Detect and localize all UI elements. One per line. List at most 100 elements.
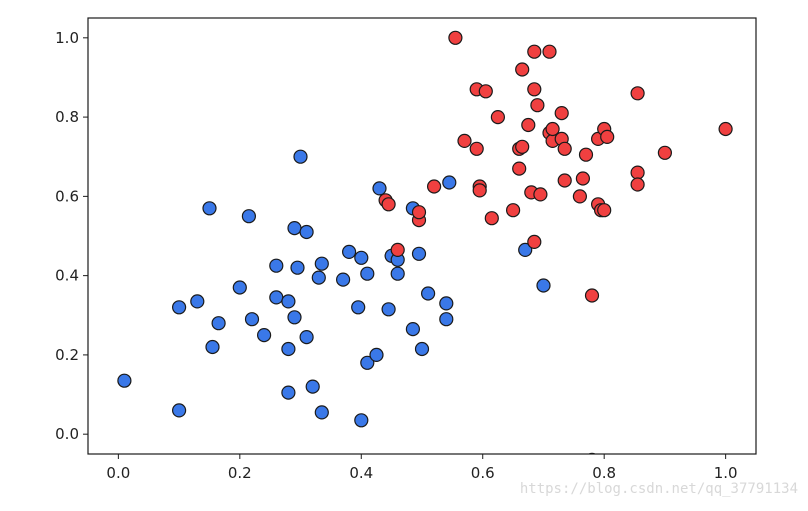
y-tick-label: 0.2 — [55, 346, 79, 364]
data-point — [527, 234, 542, 249]
data-point — [293, 149, 308, 164]
data-point — [630, 86, 645, 101]
data-point — [469, 141, 484, 156]
data-point — [299, 224, 314, 240]
data-point — [600, 129, 615, 144]
data-point — [369, 347, 384, 362]
y-tick-label: 0.6 — [55, 187, 79, 205]
data-point — [439, 296, 454, 311]
data-point — [515, 62, 530, 77]
x-tick-label: 1.0 — [714, 464, 738, 482]
data-point — [360, 355, 375, 370]
y-tick-label: 0.0 — [55, 425, 79, 443]
x-tick-label: 0.8 — [592, 464, 616, 482]
data-point — [554, 105, 569, 121]
x-axis: 0.0 0.2 0.4 0.6 0.8 1.0 — [106, 454, 738, 482]
data-point — [257, 328, 272, 343]
data-point — [241, 209, 256, 224]
data-point — [172, 300, 187, 315]
data-point — [527, 82, 542, 97]
y-axis: 0.0 0.2 0.4 0.6 0.8 1.0 — [55, 29, 88, 443]
data-point — [572, 189, 588, 204]
data-point — [411, 246, 427, 261]
data-point — [536, 278, 551, 293]
data-point — [336, 272, 351, 287]
data-point — [478, 84, 493, 99]
data-point — [172, 403, 187, 418]
data-point — [512, 161, 527, 176]
data-point — [290, 260, 305, 275]
data-point — [421, 286, 436, 301]
data-point — [718, 121, 733, 137]
data-point — [484, 211, 499, 226]
data-point — [597, 203, 612, 218]
data-point — [584, 288, 600, 303]
data-point — [244, 312, 260, 327]
data-point — [630, 177, 645, 192]
data-point — [442, 175, 457, 190]
data-point — [439, 312, 454, 327]
data-point — [515, 139, 530, 154]
data-point — [557, 173, 572, 188]
data-point — [269, 258, 284, 273]
y-tick-label: 1.0 — [55, 29, 79, 47]
data-point — [305, 379, 320, 394]
data-point — [390, 266, 405, 281]
data-point — [405, 322, 420, 337]
data-points — [117, 30, 733, 454]
data-point — [287, 310, 302, 325]
x-tick-label: 0.2 — [228, 464, 252, 482]
data-point — [542, 44, 557, 59]
data-point — [205, 339, 220, 355]
data-point — [281, 341, 296, 357]
data-point — [545, 121, 560, 137]
data-point — [351, 300, 366, 315]
y-tick-label: 0.4 — [55, 267, 79, 285]
data-point — [360, 266, 375, 281]
data-point — [232, 280, 247, 295]
data-point — [557, 141, 572, 156]
data-point — [314, 256, 329, 271]
data-point — [427, 179, 442, 194]
data-point — [354, 250, 369, 265]
watermark-text: https://blog.csdn.net/qq_37791134 — [519, 481, 798, 497]
data-point — [381, 302, 396, 317]
data-point — [211, 316, 226, 331]
data-point — [578, 147, 594, 162]
data-point — [490, 109, 505, 125]
data-point — [521, 117, 536, 133]
data-point — [414, 341, 430, 357]
data-point — [314, 405, 329, 420]
y-tick-label: 0.8 — [55, 108, 79, 126]
data-point — [457, 133, 472, 148]
data-point — [527, 44, 542, 59]
data-point — [505, 203, 521, 218]
data-point — [530, 98, 545, 113]
data-point — [190, 294, 205, 309]
data-point — [372, 181, 387, 196]
data-point — [342, 244, 357, 259]
data-point — [311, 270, 326, 285]
plot-frame — [87, 17, 757, 455]
x-tick-label: 0.0 — [106, 464, 130, 482]
data-point — [448, 30, 463, 45]
x-tick-label: 0.4 — [349, 464, 373, 482]
x-tick-label: 0.6 — [471, 464, 495, 482]
data-point — [281, 294, 296, 309]
data-point — [533, 187, 548, 202]
data-point — [269, 290, 284, 305]
data-point — [202, 201, 217, 216]
data-point — [299, 330, 314, 345]
data-point — [411, 205, 427, 220]
data-point — [381, 197, 396, 212]
data-point — [472, 183, 487, 198]
data-point — [281, 385, 296, 400]
data-point — [117, 373, 132, 388]
data-point — [657, 145, 673, 160]
data-point — [630, 165, 645, 180]
data-point — [575, 171, 591, 186]
data-point — [390, 242, 405, 257]
data-point — [287, 221, 302, 236]
data-point — [518, 242, 533, 257]
